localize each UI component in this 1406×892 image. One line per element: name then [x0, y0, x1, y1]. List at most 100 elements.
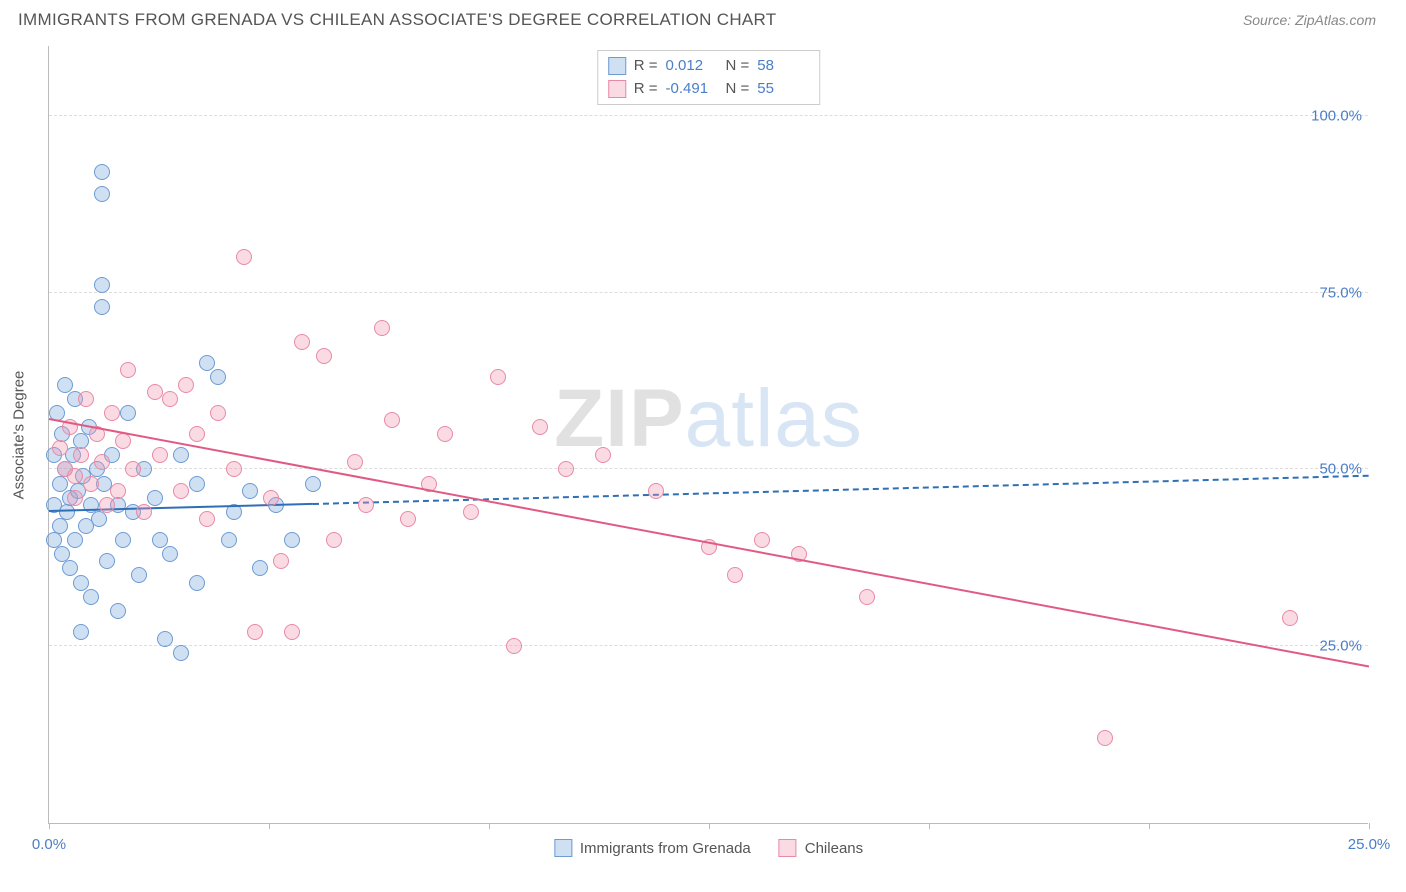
data-point: [115, 433, 131, 449]
data-point: [242, 483, 258, 499]
x-tick: [709, 823, 710, 829]
data-point: [326, 532, 342, 548]
series-name: Immigrants from Grenada: [580, 840, 751, 857]
data-point: [73, 575, 89, 591]
gridline: [49, 468, 1368, 469]
data-point: [490, 369, 506, 385]
data-point: [115, 532, 131, 548]
n-label: N =: [726, 55, 750, 78]
data-point: [125, 461, 141, 477]
data-point: [83, 589, 99, 605]
legend-swatch: [608, 57, 626, 75]
data-point: [263, 490, 279, 506]
x-tick: [1149, 823, 1150, 829]
data-point: [1097, 730, 1113, 746]
data-point: [358, 497, 374, 513]
data-point: [226, 461, 242, 477]
data-point: [67, 532, 83, 548]
data-point: [136, 504, 152, 520]
data-point: [52, 440, 68, 456]
data-point: [189, 476, 205, 492]
data-point: [94, 454, 110, 470]
data-point: [83, 476, 99, 492]
n-label: N =: [726, 78, 750, 101]
gridline: [49, 115, 1368, 116]
data-point: [210, 405, 226, 421]
chart-title: IMMIGRANTS FROM GRENADA VS CHILEAN ASSOC…: [18, 10, 777, 30]
legend-row: R = -0.491 N = 55: [608, 78, 810, 101]
data-point: [73, 447, 89, 463]
legend-correlation: R = 0.012 N = 58 R = -0.491 N = 55: [597, 50, 821, 105]
data-point: [305, 476, 321, 492]
data-point: [189, 575, 205, 591]
data-point: [120, 362, 136, 378]
data-point: [463, 504, 479, 520]
n-value: 58: [757, 55, 809, 78]
data-point: [178, 377, 194, 393]
y-tick-label: 75.0%: [1307, 284, 1362, 301]
data-point: [157, 631, 173, 647]
data-point: [558, 461, 574, 477]
data-point: [284, 532, 300, 548]
trend-line: [313, 474, 1369, 504]
r-value: -0.491: [666, 78, 718, 101]
data-point: [152, 447, 168, 463]
data-point: [532, 419, 548, 435]
data-point: [173, 483, 189, 499]
data-point: [94, 164, 110, 180]
data-point: [284, 624, 300, 640]
r-label: R =: [634, 55, 658, 78]
data-point: [73, 624, 89, 640]
x-tick-label: 25.0%: [1348, 836, 1391, 853]
data-point: [273, 553, 289, 569]
n-value: 55: [757, 78, 809, 101]
data-point: [221, 532, 237, 548]
gridline: [49, 292, 1368, 293]
scatter-plot: Associate's Degree ZIPatlas R =0.012N =5…: [48, 46, 1368, 824]
data-point: [294, 334, 310, 350]
data-point: [120, 405, 136, 421]
x-tick: [49, 823, 50, 829]
data-point: [162, 391, 178, 407]
data-point: [110, 483, 126, 499]
data-point: [754, 532, 770, 548]
series-name: Chileans: [805, 840, 863, 857]
legend-swatch: [554, 839, 572, 857]
data-point: [859, 589, 875, 605]
data-point: [236, 249, 252, 265]
data-point: [199, 511, 215, 527]
data-point: [247, 624, 263, 640]
legend-swatch: [608, 80, 626, 98]
x-tick: [929, 823, 930, 829]
r-value: 0.012: [666, 55, 718, 78]
data-point: [384, 412, 400, 428]
data-point: [437, 426, 453, 442]
y-axis-label: Associate's Degree: [11, 370, 28, 499]
legend-item: Immigrants from Grenada: [554, 839, 751, 857]
data-point: [595, 447, 611, 463]
data-point: [252, 560, 268, 576]
data-point: [62, 560, 78, 576]
data-point: [374, 320, 390, 336]
data-point: [99, 497, 115, 513]
data-point: [152, 532, 168, 548]
data-point: [400, 511, 416, 527]
data-point: [131, 567, 147, 583]
data-point: [147, 384, 163, 400]
x-tick: [1369, 823, 1370, 829]
data-point: [727, 567, 743, 583]
data-point: [147, 490, 163, 506]
source-label: Source: ZipAtlas.com: [1243, 12, 1376, 28]
legend-row: R = 0.012 N = 58: [608, 55, 810, 78]
x-tick: [269, 823, 270, 829]
r-label: R =: [634, 78, 658, 101]
data-point: [78, 391, 94, 407]
data-point: [94, 186, 110, 202]
legend-series: Immigrants from Grenada Chileans: [554, 839, 863, 857]
data-point: [99, 553, 115, 569]
data-point: [1282, 610, 1298, 626]
data-point: [110, 603, 126, 619]
data-point: [347, 454, 363, 470]
data-point: [67, 468, 83, 484]
data-point: [316, 348, 332, 364]
